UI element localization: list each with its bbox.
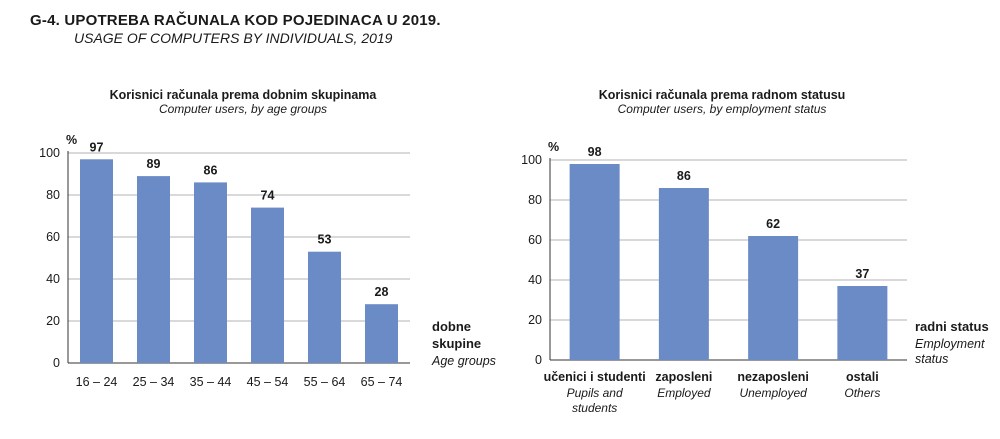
chart2-y-unit: %	[548, 140, 559, 154]
chart1-y-tick: 0	[53, 356, 60, 370]
chart1-subtitle: Computer users, by age groups	[159, 102, 327, 116]
chart2-x-tick-en: Pupils and	[567, 386, 623, 400]
chart1-x-tick: 65 – 74	[361, 375, 403, 389]
chart2-data-label: 98	[588, 145, 602, 159]
chart1-x-tick: 45 – 54	[247, 375, 289, 389]
chart1-title: Korisnici računala prema dobnim skupinam…	[110, 88, 378, 102]
chart1-x-label: dobne	[432, 319, 471, 334]
figure-title: G-4. UPOTREBA RAČUNALA KOD POJEDINACA U …	[30, 12, 441, 29]
chart1-bar	[365, 304, 398, 363]
chart2-x-label: radni status	[915, 319, 989, 334]
chart2-x-tick: učenici i studenti	[544, 370, 646, 384]
chart2-x-tick: nezaposleni	[737, 370, 809, 384]
chart1-y-tick: 20	[46, 314, 60, 328]
chart1-bar	[194, 182, 227, 363]
chart2-bar	[748, 236, 799, 360]
chart1-bar	[308, 251, 341, 363]
chart2-y-tick: 40	[528, 273, 542, 287]
chart2-x-tick-en: Unemployed	[739, 386, 807, 400]
chart1-y-tick: 60	[46, 230, 60, 244]
chart2-y-tick: 60	[528, 233, 542, 247]
chart1-data-label: 89	[147, 157, 161, 171]
chart1-bar	[251, 207, 284, 363]
chart1-bar	[137, 176, 170, 363]
chart1-x-tick: 55 – 64	[304, 375, 346, 389]
chart2-x-tick-en: Others	[844, 386, 880, 400]
chart2-x-tick: ostali	[846, 370, 879, 384]
chart2-bar	[658, 188, 709, 360]
chart1-y-tick: 80	[46, 188, 60, 202]
chart2-x-label-en: Employment	[915, 337, 985, 351]
chart1-y-tick: 40	[46, 272, 60, 286]
chart2-bar	[569, 164, 620, 360]
chart1-data-label: 97	[90, 140, 104, 154]
chart1-data-label: 28	[375, 285, 389, 299]
chart1-data-label: 53	[318, 233, 332, 247]
chart2-data-label: 86	[677, 169, 691, 183]
chart2-x-label-en: status	[915, 352, 948, 366]
chart1-data-label: 86	[204, 163, 218, 177]
chart1-x-tick: 35 – 44	[190, 375, 232, 389]
chart1-x-label-en: Age groups	[431, 354, 496, 368]
chart1-data-label: 74	[261, 189, 275, 203]
figure-subtitle: USAGE OF COMPUTERS BY INDIVIDUALS, 2019	[74, 30, 393, 46]
chart1-y-tick: 100	[39, 146, 60, 160]
chart1-x-tick: 25 – 34	[133, 375, 175, 389]
chart2-bar	[837, 286, 888, 360]
chart1-y-unit: %	[66, 133, 77, 147]
chart2-y-tick: 80	[528, 193, 542, 207]
chart2-x-tick-en: students	[572, 401, 617, 415]
chart2-data-label: 37	[855, 267, 869, 281]
chart2-subtitle: Computer users, by employment status	[618, 102, 827, 116]
chart2-y-tick: 100	[521, 153, 542, 167]
chart1-x-tick: 16 – 24	[76, 375, 118, 389]
chart2-y-tick: 20	[528, 313, 542, 327]
chart1-x-label: skupine	[432, 336, 481, 351]
chart2-title: Korisnici računala prema radnom statusu	[599, 88, 846, 102]
chart2-x-tick: zaposleni	[655, 370, 712, 384]
chart2-x-tick-en: Employed	[657, 386, 711, 400]
chart2-y-tick: 0	[535, 353, 542, 367]
chart2-data-label: 62	[766, 217, 780, 231]
chart1-bar	[80, 159, 113, 363]
